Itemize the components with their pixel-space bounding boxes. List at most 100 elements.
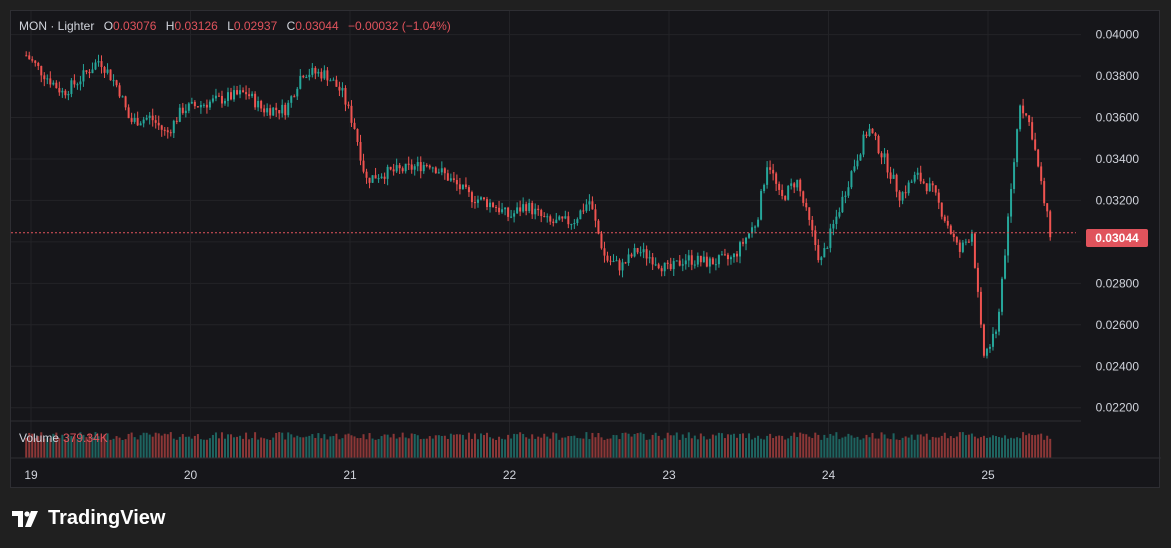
candle-body [645,249,648,259]
candle-body [157,122,160,126]
candle-body [964,241,967,243]
volume-bar [841,437,844,458]
candle-body [443,168,446,174]
volume-bar [43,438,46,458]
candle-body [714,264,717,266]
candle-body [901,192,904,201]
volume-bar [880,432,883,458]
volume-bar [166,434,169,458]
volume-bar [877,438,880,458]
grid-lines [11,11,1081,458]
volume-bar [1004,435,1007,458]
candle-body [1004,255,1007,279]
volume-bar [479,433,482,458]
volume-bar [627,433,630,458]
chart-panel[interactable]: 0.04000 0.03800 0.03600 0.03400 0.03200 0.030… [10,10,1161,489]
volume-bar [799,432,802,458]
candle-body [398,165,401,169]
candle-body [998,311,1001,332]
volume-bar [220,432,223,458]
volume-bar [757,435,760,458]
volume-bar [380,436,383,458]
tradingview-brand[interactable]: TradingView [12,507,165,530]
candle-body [862,134,865,155]
volume-bar [440,435,443,458]
candle-body [838,212,841,217]
low-value: 0.02937 [233,19,278,33]
candle-body [745,237,748,244]
volume-bar [808,436,811,458]
candle-body [648,257,651,259]
candle-body [70,80,73,94]
candle-body [142,119,145,124]
volume-bar [100,437,103,458]
volume-bar [949,436,952,458]
volume-bar [302,437,305,458]
candle-body [437,172,440,174]
volume-bar [154,432,157,458]
candle-body [751,227,754,234]
candle-body [699,255,702,263]
volume-bar [895,439,898,458]
candle-body [555,219,558,224]
candle-body [790,183,793,186]
x-tick-label: 22 [503,468,517,482]
volume-bar [826,437,829,458]
volume-bar [55,432,58,458]
symbol-label[interactable]: MON · Lighter [19,19,95,33]
volume-bar [422,438,425,458]
candle-body [877,135,880,154]
candle-body [588,201,591,205]
candle-body [205,104,208,108]
brand-name: TradingView [48,507,166,529]
candle-body [61,90,64,93]
candle-body [272,107,275,116]
volume-bar [931,436,934,458]
candle-body [461,184,464,190]
candle-body [624,262,627,264]
volume-bar [687,432,690,458]
candlestick-chart[interactable]: 0.04000 0.03800 0.03600 0.03400 0.03200 0.030… [11,11,1161,489]
x-tick-label: 25 [981,468,995,482]
volume-bar [820,439,823,458]
volume-bar [766,435,769,458]
volume-bar [748,433,751,458]
volume-bar [470,438,473,458]
volume-bar [178,436,181,458]
volume-bar [1025,435,1028,458]
volume-bar [672,435,675,458]
volume-bar [531,434,534,458]
candle-body [187,103,190,111]
volume-bar [94,432,97,458]
volume-bar [998,437,1001,458]
candle-body [769,167,772,170]
candle-body [763,184,766,192]
candle-body [473,202,476,204]
volume-bar [669,435,672,458]
candle-body [52,82,55,85]
candle-body [919,172,922,182]
volume-bar [654,432,657,458]
candle-body [233,90,236,100]
volume-bar [317,433,320,458]
candle-body [844,195,847,197]
candle-body [323,70,326,79]
volume-bar [519,432,522,458]
candle-body [928,183,931,192]
volume-bar [350,435,353,458]
volume-bar [1028,433,1031,458]
volume-bar [525,437,528,458]
volume-bar [760,438,763,458]
volume-bar [663,438,666,458]
high-key: H [165,19,175,33]
volume-bar [675,432,678,458]
candle-body [537,208,540,211]
candle-body [495,206,498,208]
candle-body [377,178,380,180]
candle-body [678,260,681,266]
candle-body [826,247,829,249]
volume-bar [729,434,732,458]
volume-bar [723,438,726,458]
volume-bar [103,434,106,458]
volume-bar [31,433,34,458]
